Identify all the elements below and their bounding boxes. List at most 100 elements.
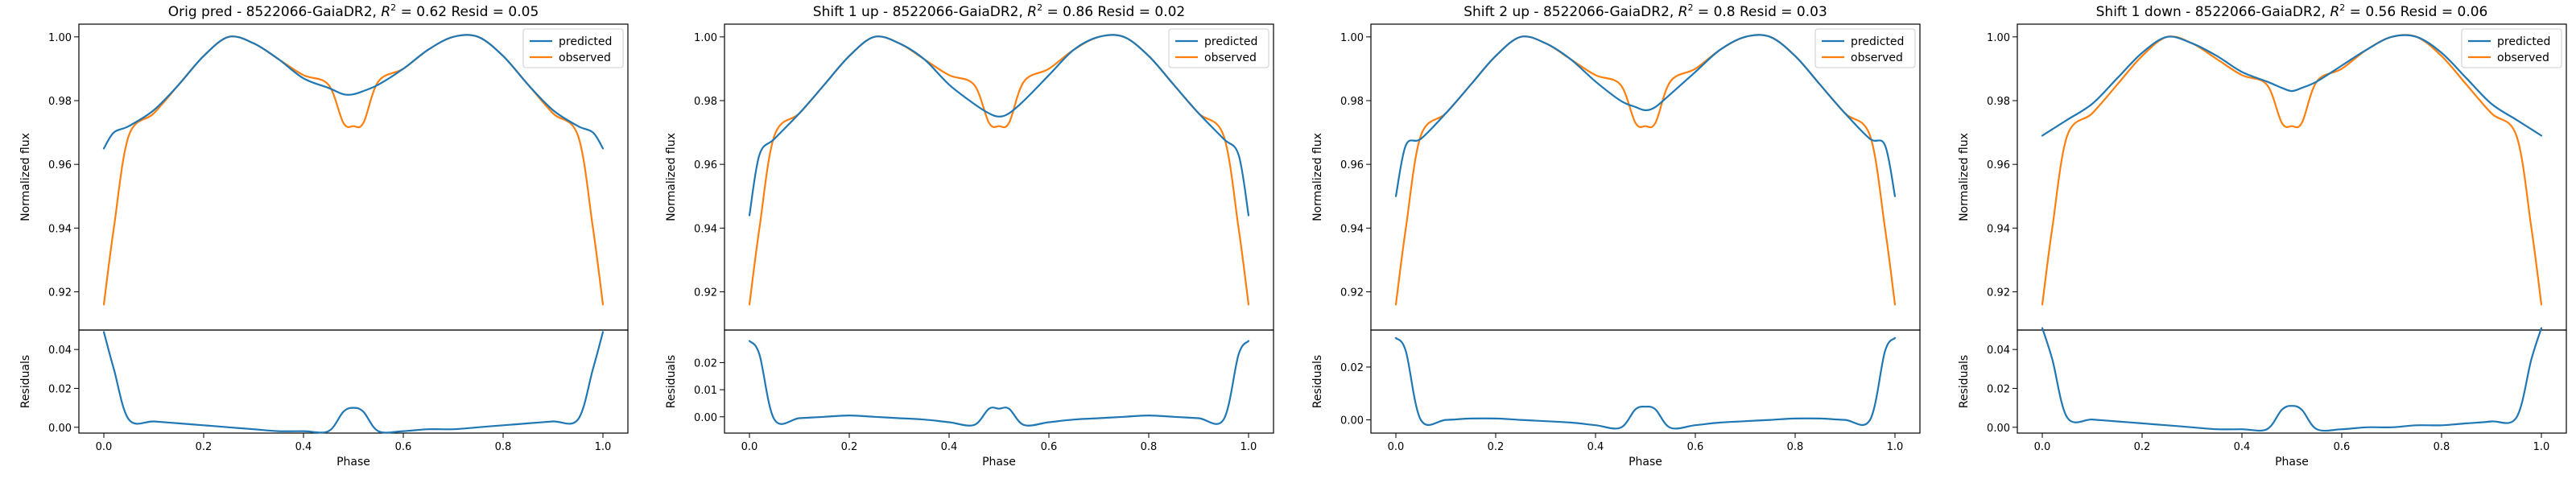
main-axes-frame (2017, 23, 2567, 331)
y-tick-label: 1.00 (694, 32, 717, 44)
legend: predicted observed (1814, 28, 1916, 68)
x-tick-label: 0.6 (2334, 441, 2351, 453)
chart-title-suffix: = 0.62 Resid = 0.05 (396, 4, 539, 20)
chart-title-suffix: = 0.8 Resid = 0.03 (1694, 4, 1827, 20)
chart-title: Orig pred - 8522066-GaiaDR2, R2 = 0.62 R… (168, 2, 539, 20)
y-tick-label: 0.92 (48, 287, 72, 299)
chart-title: Shift 2 up - 8522066-GaiaDR2, R2 = 0.8 R… (1463, 2, 1827, 20)
legend-label: predicted (2497, 35, 2550, 48)
chart-title-superscript: 2 (1037, 2, 1042, 13)
x-tick-label: 0.0 (1388, 441, 1405, 453)
resid-y-tick-label: 0.04 (1987, 345, 2010, 357)
chart-title: Shift 1 up - 8522066-GaiaDR2, R2 = 0.86 … (813, 2, 1185, 20)
x-tick-label: 0.0 (741, 441, 758, 453)
x-tick-label: 0.8 (1141, 441, 1158, 453)
x-tick-label: 0.8 (2434, 441, 2450, 453)
resid-y-tick-label: 0.00 (694, 412, 717, 424)
chart-title-r: R (1027, 4, 1037, 20)
residual-line (102, 331, 605, 434)
series-line-predicted (748, 34, 1250, 217)
y-tick-label: 0.92 (1340, 287, 1364, 299)
x-tick-label: 0.2 (2134, 441, 2151, 453)
x-tick-label: 0.8 (1787, 441, 1804, 453)
legend-label: predicted (559, 35, 612, 48)
chart-panel: Shift 2 up - 8522066-GaiaDR2, R2 = 0.8 R… (1311, 2, 1921, 469)
legend-label: observed (1851, 52, 1903, 64)
y-tick-label: 0.94 (694, 223, 717, 235)
y-tick-label: 0.96 (1340, 159, 1364, 171)
x-tick-label: 0.2 (196, 441, 213, 453)
legend-label: observed (1204, 52, 1257, 64)
resid-y-tick-label: 0.00 (1340, 415, 1364, 427)
residual-axes-frame (1370, 329, 1921, 434)
y-tick-label: 0.94 (48, 223, 72, 235)
legend: predicted observed (2461, 28, 2562, 68)
y-tick-label: 0.94 (1340, 223, 1364, 235)
x-tick-label: 0.6 (395, 441, 412, 453)
x-tick-label: 1.0 (2533, 441, 2550, 453)
chart-title-superscript: 2 (1688, 2, 1694, 13)
chart-panel: Orig pred - 8522066-GaiaDR2, R2 = 0.62 R… (19, 2, 629, 469)
x-tick-label: 1.0 (1241, 441, 1257, 453)
x-tick-label: 0.0 (2034, 441, 2051, 453)
chart-title-prefix: Shift 1 down - 8522066-GaiaDR2, (2096, 4, 2330, 20)
x-tick-label: 0.0 (96, 441, 113, 453)
chart-panel: Shift 1 up - 8522066-GaiaDR2, R2 = 0.86 … (665, 2, 1274, 469)
resid-y-tick-label: 0.00 (1987, 423, 2010, 435)
chart-title-superscript: 2 (2339, 2, 2345, 13)
chart-title-prefix: Orig pred - 8522066-GaiaDR2, (168, 4, 382, 20)
resid-axis-label: Residuals (1958, 355, 1971, 408)
residual-line (2041, 327, 2543, 432)
resid-y-tick-label: 0.02 (48, 383, 72, 395)
legend-label: observed (559, 52, 611, 64)
x-axis-label: Phase (336, 456, 370, 469)
chart-title-prefix: Shift 1 up - 8522066-GaiaDR2, (813, 4, 1028, 20)
chart-title-r: R (2330, 4, 2339, 20)
series-line-observed (2041, 34, 2543, 306)
chart-title-r: R (381, 4, 390, 20)
chart-title-prefix: Shift 2 up - 8522066-GaiaDR2, (1463, 4, 1678, 20)
y-tick-label: 0.96 (694, 159, 717, 171)
residual-axes-frame (78, 329, 629, 434)
residual-axes-frame (2017, 329, 2567, 434)
x-tick-label: 1.0 (1887, 441, 1904, 453)
y-tick-label: 1.00 (1987, 32, 2010, 44)
y-axis-label: Normalized flux (1311, 133, 1324, 221)
x-tick-label: 0.6 (1041, 441, 1058, 453)
legend: predicted observed (1168, 28, 1269, 68)
resid-y-tick-label: 0.00 (48, 423, 72, 435)
resid-axis-label: Residuals (1311, 355, 1324, 408)
residual-line (748, 340, 1250, 427)
x-tick-label: 1.0 (595, 441, 612, 453)
y-axis-label: Normalized flux (19, 133, 32, 221)
x-axis-label: Phase (2275, 456, 2309, 469)
chart-title-suffix: = 0.86 Resid = 0.02 (1042, 4, 1185, 20)
x-tick-label: 0.2 (841, 441, 858, 453)
chart-title-r: R (1678, 4, 1688, 20)
chart-panel: Shift 1 down - 8522066-GaiaDR2, R2 = 0.5… (1958, 2, 2567, 469)
x-axis-label: Phase (1629, 456, 1662, 469)
x-tick-label: 0.6 (1687, 441, 1704, 453)
y-tick-label: 1.00 (1340, 32, 1364, 44)
y-tick-label: 0.92 (694, 287, 717, 299)
main-axes-frame (1370, 23, 1921, 331)
y-tick-label: 0.98 (1340, 96, 1364, 108)
resid-y-tick-label: 0.04 (48, 345, 72, 357)
legend-label: observed (2497, 52, 2549, 64)
series-line-predicted (2041, 34, 2543, 137)
legend-label: predicted (1204, 35, 1257, 48)
chart-title-superscript: 2 (390, 2, 396, 13)
series-line-predicted (102, 34, 605, 150)
resid-y-tick-label: 0.02 (694, 357, 717, 369)
y-tick-label: 0.94 (1987, 223, 2010, 235)
x-tick-label: 0.4 (295, 441, 312, 453)
x-tick-label: 0.8 (495, 441, 512, 453)
legend-label: predicted (1851, 35, 1904, 48)
resid-y-tick-label: 0.02 (1340, 362, 1364, 374)
x-tick-label: 0.4 (1587, 441, 1604, 453)
legend: predicted observed (522, 28, 624, 68)
x-tick-label: 0.4 (941, 441, 958, 453)
x-axis-label: Phase (982, 456, 1016, 469)
resid-axis-label: Residuals (19, 355, 32, 408)
